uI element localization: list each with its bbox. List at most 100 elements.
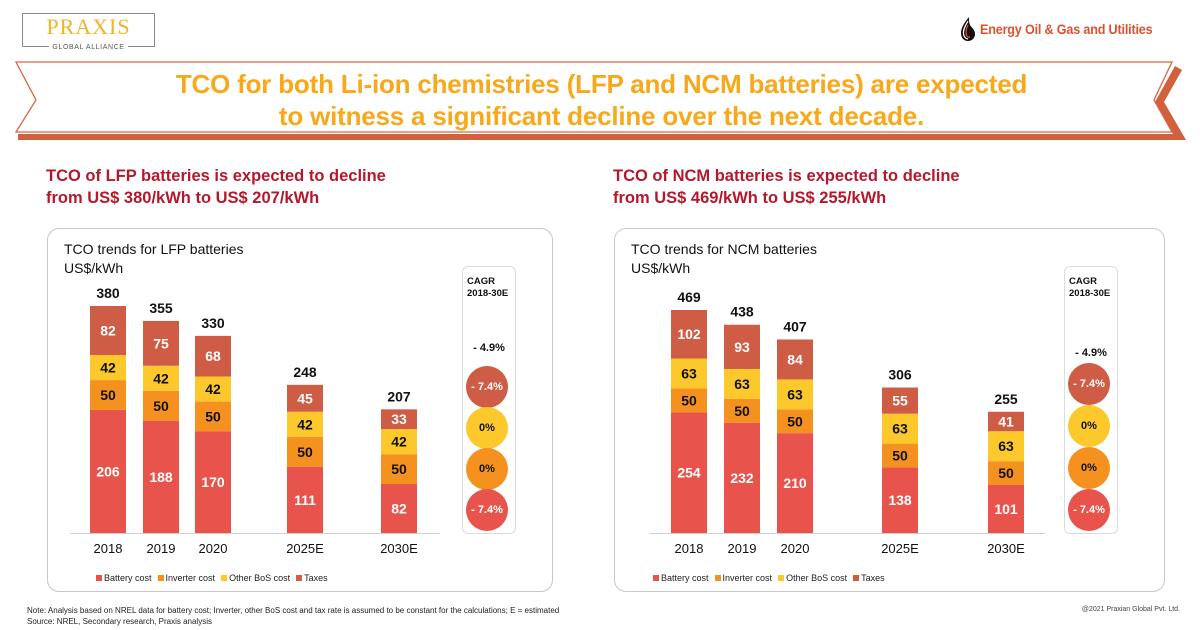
lfp-total-label-2025E: 248 (293, 364, 317, 380)
lfp-bar-inverter-2020 (195, 401, 231, 432)
ncm-bar-inverter-2025E (882, 443, 918, 468)
ncm-data-label-bos-2019: 63 (734, 376, 750, 392)
lfp-data-label-inverter-2018: 50 (100, 387, 116, 403)
lfp-total-label-2020: 330 (201, 315, 225, 331)
ncm-data-label-taxes-2030E: 41 (998, 414, 1014, 430)
legend-item-battery: Battery cost (653, 573, 709, 583)
ncm-data-label-bos-2030E: 63 (998, 438, 1014, 454)
lfp-bar-bos-2020 (195, 376, 231, 402)
ncm-data-label-taxes-2020: 84 (787, 351, 803, 367)
lfp-bar-taxes-2018 (90, 306, 126, 355)
lfp-bar-battery-2025E (287, 466, 323, 533)
ncm-bar-battery-2025E (882, 467, 918, 533)
lfp-data-label-taxes-2030E: 33 (391, 411, 407, 427)
lfp-data-label-inverter-2020: 50 (205, 409, 221, 425)
legend-swatch (653, 575, 659, 581)
lfp-cagr-box: CAGR 2018-30E - 4.9% - 7.4% 0% 0% - 7.4% (462, 266, 516, 534)
ncm-data-label-battery-2019: 232 (730, 470, 754, 486)
lfp-data-label-battery-2018: 206 (96, 463, 120, 479)
lfp-x-tick-label-2030E: 2030E (380, 541, 418, 556)
ncm-x-tick-label-2018: 2018 (675, 541, 704, 556)
ncm-data-label-bos-2018: 63 (681, 365, 697, 381)
lfp-total-label-2030E: 207 (387, 388, 411, 404)
lfp-bar-inverter-2030E (381, 454, 417, 485)
legend-item-bos: Other BoS cost (778, 573, 847, 583)
energy-sector-logo: Energy Oil & Gas and Utilities (960, 16, 1172, 42)
ncm-data-label-battery-2030E: 101 (994, 501, 1018, 517)
lfp-x-tick-label-2018: 2018 (94, 541, 123, 556)
lfp-x-tick-label-2019: 2019 (147, 541, 176, 556)
lfp-legend: Battery cost Inverter cost Other BoS cos… (96, 573, 328, 583)
ncm-data-label-taxes-2019: 93 (734, 339, 750, 355)
ncm-data-label-inverter-2030E: 50 (998, 465, 1014, 481)
ncm-total-label-2020: 407 (783, 318, 807, 334)
lfp-data-label-battery-2020: 170 (201, 474, 225, 490)
legend-item-taxes: Taxes (296, 573, 328, 583)
footnote: Note: Analysis based on NREL data for ba… (27, 606, 559, 627)
ncm-bar-taxes-2019 (724, 324, 760, 369)
lfp-data-label-bos-2020: 42 (205, 381, 221, 397)
lfp-data-label-bos-2030E: 42 (391, 434, 407, 450)
lfp-cagr-bos: 0% (466, 407, 508, 449)
lfp-x-tick-label-2025E: 2025E (286, 541, 324, 556)
ncm-cagr-inverter: 0% (1068, 447, 1110, 489)
lfp-chart-unit: US$/kWh (64, 260, 124, 276)
ncm-bar-taxes-2030E (988, 411, 1024, 432)
lfp-cagr-title: CAGR (467, 276, 495, 287)
ncm-x-tick-label-2019: 2019 (728, 541, 757, 556)
oil-drop-icon (961, 17, 976, 41)
ncm-data-label-battery-2025E: 138 (888, 492, 912, 508)
ncm-total-label-2018: 469 (677, 289, 701, 305)
lfp-bar-inverter-2019 (143, 390, 179, 421)
praxis-logo: PRAXIS GLOBAL ALLIANCE (22, 13, 155, 51)
legend-item-inverter: Inverter cost (714, 573, 772, 583)
legend-swatch (714, 575, 721, 581)
lfp-data-label-inverter-2030E: 50 (391, 461, 407, 477)
ncm-bar-taxes-2018 (671, 310, 707, 359)
ncm-chart-unit: US$/kWh (631, 260, 691, 276)
lfp-data-label-bos-2018: 42 (100, 360, 116, 376)
ncm-bar-bos-2018 (671, 358, 707, 389)
ncm-bar-inverter-2018 (671, 388, 707, 413)
legend-item-bos: Other BoS cost (221, 573, 290, 583)
legend-swatch (778, 575, 785, 581)
legend-swatch (157, 575, 164, 581)
lfp-cagr-inverter: 0% (466, 448, 508, 490)
ncm-bar-taxes-2020 (777, 339, 813, 380)
headline-line-1: TCO for both Li-ion chemistries (LFP and… (175, 69, 1028, 99)
ncm-x-tick-label-2030E: 2030E (987, 541, 1025, 556)
lfp-cagr-total: - 4.9% (473, 342, 505, 354)
lfp-bar-inverter-2025E (287, 436, 323, 467)
lfp-data-label-taxes-2020: 68 (205, 348, 221, 364)
lfp-data-label-battery-2019: 188 (149, 469, 173, 485)
ncm-data-label-bos-2025E: 63 (892, 421, 908, 437)
legend-swatch (96, 575, 102, 581)
lfp-bar-battery-2019 (143, 420, 179, 533)
copyright: @2021 Praxian Global Pvt. Ltd. (1081, 606, 1180, 613)
footnote-note: Note: Analysis based on NREL data for ba… (27, 606, 560, 615)
ncm-data-label-taxes-2025E: 55 (892, 393, 908, 409)
lfp-bar-battery-2018 (90, 409, 126, 533)
ncm-data-label-battery-2020: 210 (783, 475, 807, 491)
lfp-cagr-battery: - 7.4% (466, 489, 508, 531)
ncm-cagr-total: - 4.9% (1075, 347, 1107, 359)
lfp-bar-taxes-2030E (381, 409, 417, 430)
ncm-bar-inverter-2020 (777, 409, 813, 434)
lfp-data-label-taxes-2025E: 45 (297, 390, 313, 406)
ncm-data-label-battery-2018: 254 (677, 465, 701, 481)
ncm-subheadline: TCO of NCM batteries is expected to decl… (613, 167, 960, 207)
lfp-bar-battery-2020 (195, 431, 231, 533)
ncm-bar-bos-2030E (988, 431, 1024, 462)
headline-line-2: to witness a significant decline over th… (278, 101, 925, 131)
ncm-cagr-taxes: - 7.4% (1068, 363, 1110, 405)
ncm-total-label-2019: 438 (730, 304, 754, 320)
ncm-bar-inverter-2030E (988, 461, 1024, 485)
ncm-data-label-bos-2020: 63 (787, 386, 803, 402)
ncm-total-label-2030E: 255 (994, 391, 1018, 407)
praxis-logo-tagline: GLOBAL ALLIANCE (49, 44, 128, 51)
ncm-x-tick-label-2020: 2020 (781, 541, 810, 556)
lfp-bar-bos-2019 (143, 365, 179, 391)
ncm-data-label-taxes-2018: 102 (677, 326, 701, 342)
ncm-data-label-inverter-2025E: 50 (892, 447, 908, 463)
